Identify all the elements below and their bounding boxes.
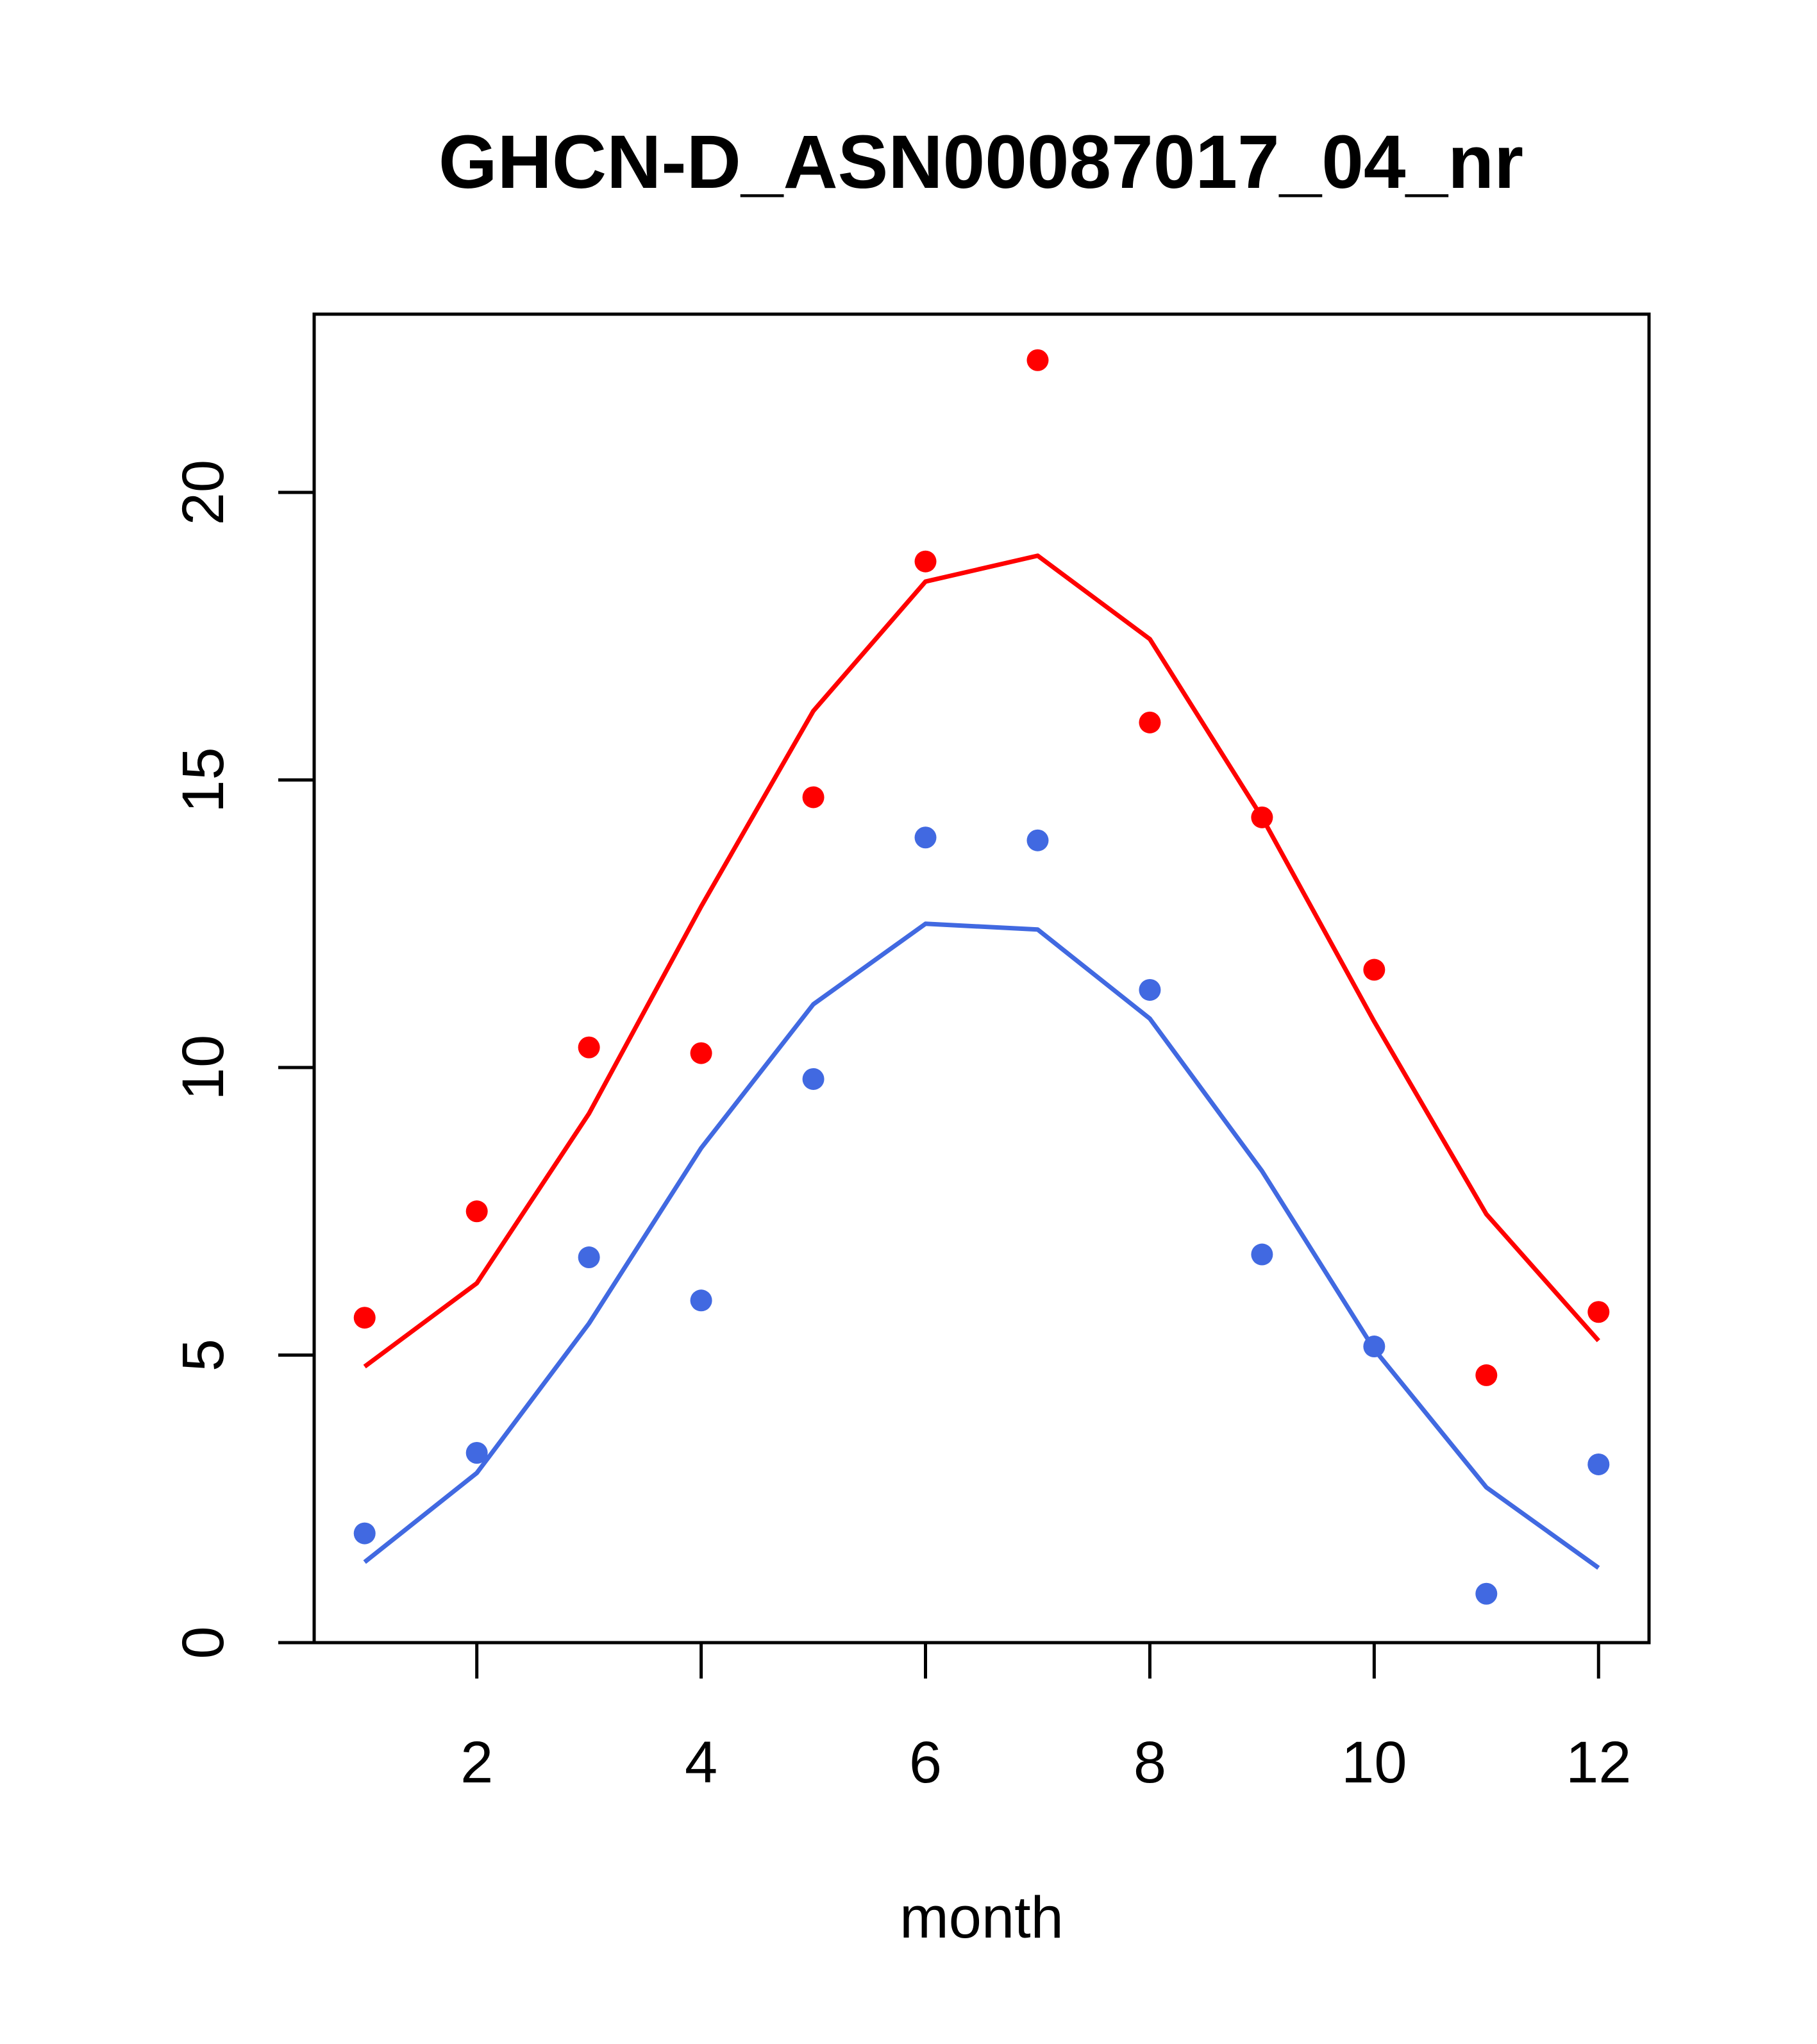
data-point — [465, 1200, 488, 1223]
data-point — [1363, 959, 1386, 981]
data-point — [802, 1068, 825, 1090]
y-tick-label: 5 — [171, 1339, 236, 1371]
data-point — [690, 1289, 712, 1312]
x-tick-label: 8 — [1134, 1730, 1166, 1795]
data-point — [353, 1522, 376, 1545]
x-tick-label: 4 — [685, 1730, 717, 1795]
data-point — [465, 1442, 488, 1464]
data-point — [1139, 711, 1161, 733]
x-tick-label: 10 — [1341, 1730, 1407, 1795]
data-point — [353, 1307, 376, 1329]
x-tick-label: 12 — [1566, 1730, 1631, 1795]
data-point — [914, 550, 937, 573]
data-point — [1587, 1301, 1610, 1323]
data-point — [1139, 978, 1161, 1001]
data-point — [802, 786, 825, 808]
series-layer — [353, 349, 1610, 1605]
chart-title: GHCN-D_ASN00087017_04_nr — [439, 120, 1523, 205]
y-axis: 0 5 10 15 20 — [171, 460, 316, 1659]
y-tick-label: 0 — [171, 1626, 236, 1659]
data-point — [1475, 1582, 1498, 1605]
series-line — [363, 553, 1600, 1369]
y-tick-label: 20 — [171, 460, 236, 525]
data-point — [914, 826, 937, 849]
data-point — [1475, 1364, 1498, 1386]
data-point — [1587, 1453, 1610, 1475]
data-point — [1251, 1243, 1273, 1266]
y-tick-label: 15 — [171, 747, 236, 812]
x-tick-label: 2 — [460, 1730, 493, 1795]
data-point — [1251, 806, 1273, 828]
data-point — [1026, 829, 1049, 851]
y-tick-label: 10 — [171, 1035, 236, 1100]
data-point — [578, 1036, 600, 1059]
x-tick-label: 6 — [909, 1730, 942, 1795]
series-2 — [353, 826, 1610, 1605]
series-1 — [353, 349, 1610, 1386]
data-point — [578, 1246, 600, 1269]
data-point — [1026, 349, 1049, 371]
series-line — [363, 921, 1600, 1570]
x-axis-label: month — [900, 1885, 1064, 1950]
data-point — [1363, 1336, 1386, 1358]
data-point — [690, 1042, 712, 1064]
x-axis: 2 4 6 8 10 12 — [460, 1641, 1631, 1795]
